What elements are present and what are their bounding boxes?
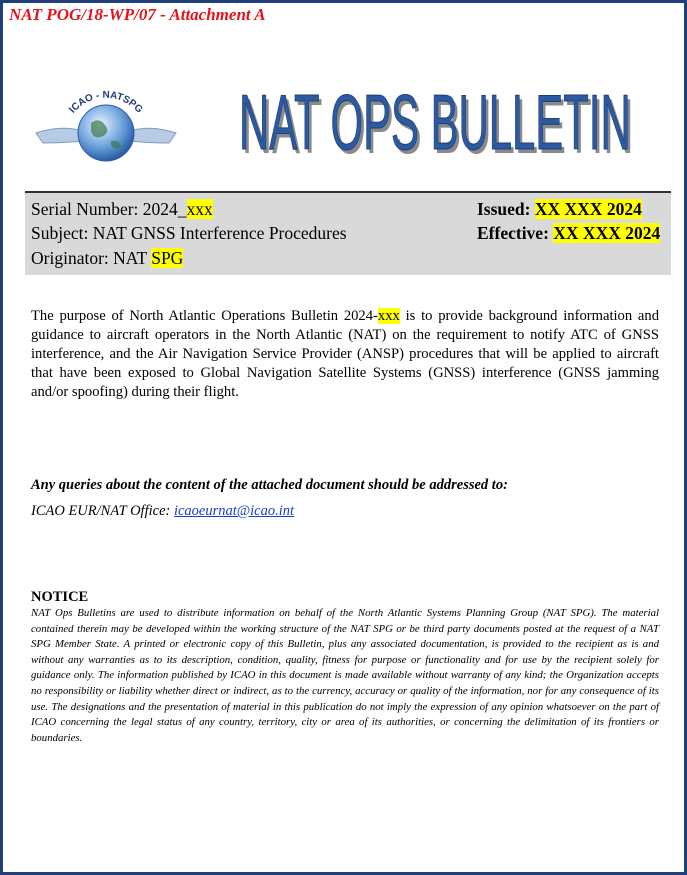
subject-row: Subject: NAT GNSS Interference Procedure… <box>31 223 347 244</box>
purpose-paragraph: The purpose of North Atlantic Operations… <box>31 307 659 402</box>
serial-label: Serial Number: 2024_ <box>31 199 187 219</box>
originator-highlight: SPG <box>151 248 184 268</box>
email-link[interactable]: icaoeurnat@icao.int <box>173 503 295 519</box>
notice-heading: NOTICE <box>31 589 89 605</box>
queries-text: Any queries about the content of the att… <box>31 477 508 493</box>
banner-title: NAT OPS BULLETIN <box>239 79 631 163</box>
logo: ICAO - NATSPG <box>35 90 177 162</box>
purpose-before: The purpose of North Atlantic Operations… <box>31 308 378 324</box>
issued-label: Issued: <box>477 199 531 219</box>
issued-highlight: XX XXX 2024 <box>534 199 642 219</box>
purpose-after: is to provide background information and… <box>31 308 660 400</box>
issued-row: Issued: XX XXX 2024 <box>477 199 642 220</box>
banner-shadow: NAT OPS BULLETIN <box>242 83 634 163</box>
banner: NAT OPS BULLETIN NAT OPS BULLETIN <box>239 79 634 163</box>
serial-row: Serial Number: 2024_xxx <box>31 199 213 220</box>
purpose-highlight: xxx <box>377 308 400 324</box>
originator-row: Originator: NAT SPG <box>31 248 184 269</box>
effective-label: Effective: <box>477 223 549 243</box>
notice-text: NAT Ops Bulletins are used to distribute… <box>31 607 659 744</box>
reference: NAT POG/18-WP/07 - Attachment A <box>9 5 266 24</box>
info-box: Serial Number: 2024_xxx Subject: NAT GNS… <box>25 191 671 275</box>
effective-row: Effective: XX XXX 2024 <box>477 223 661 244</box>
originator-label: Originator: NAT <box>31 248 147 268</box>
subject-label: Subject: NAT GNSS Interference Procedure… <box>31 223 347 243</box>
serial-highlight: xxx <box>186 199 213 219</box>
office-label: ICAO EUR/NAT Office: <box>31 503 171 519</box>
effective-highlight: XX XXX 2024 <box>553 223 661 243</box>
office-line: ICAO EUR/NAT Office: icaoeurnat@icao.int <box>31 503 294 520</box>
